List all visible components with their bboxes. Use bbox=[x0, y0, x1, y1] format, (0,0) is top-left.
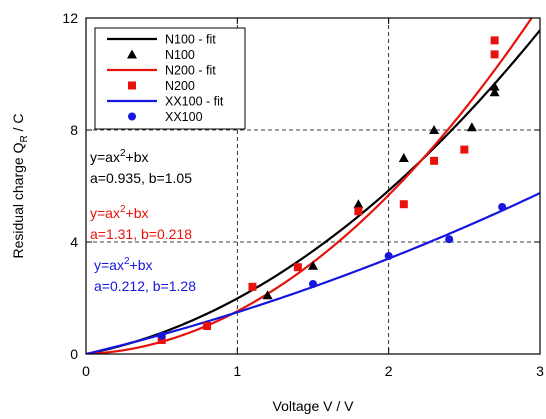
fit-annotation: y=ax2+bx a=0.212, b=1.28 bbox=[94, 256, 196, 294]
data-point-n200 bbox=[490, 50, 499, 59]
legend-label-n100: N100 bbox=[165, 48, 195, 62]
data-point-n100 bbox=[308, 260, 318, 270]
legend-label-xx100-fit: XX100 - fit bbox=[165, 95, 224, 109]
data-point-n200 bbox=[157, 336, 166, 344]
annotation-coefficients: a=0.935, b=1.05 bbox=[90, 170, 192, 186]
data-point-n100 bbox=[353, 199, 364, 209]
data-point-n200 bbox=[490, 36, 499, 45]
y-tick-label: 8 bbox=[70, 122, 78, 138]
legend-label-n200: N200 bbox=[165, 79, 195, 93]
plot-frame bbox=[85, 17, 541, 355]
x-tick-label: 3 bbox=[536, 363, 544, 379]
data-point-n100 bbox=[262, 290, 273, 300]
data-point-xx100 bbox=[445, 235, 454, 244]
data-point-n200 bbox=[430, 156, 439, 165]
data-point-n200 bbox=[460, 145, 469, 154]
legend-marker-n200 bbox=[128, 81, 136, 90]
data-point-n100 bbox=[489, 81, 500, 91]
legend-label-n200-fit: N200 - fit bbox=[165, 64, 216, 78]
x-axis-label: Voltage V / V bbox=[273, 398, 355, 414]
y-tick-label: 12 bbox=[62, 10, 78, 26]
x-tick-label: 0 bbox=[82, 363, 90, 379]
data-point-n200 bbox=[248, 282, 257, 291]
y-tick-label: 4 bbox=[70, 234, 78, 250]
annotation-coefficients: a=1.31, b=0.218 bbox=[90, 226, 192, 242]
data-point-n100 bbox=[466, 122, 477, 132]
data-point-xx100 bbox=[384, 252, 393, 260]
data-markers bbox=[157, 36, 507, 344]
fit-annotation: y=ax2+bx a=1.31, b=0.218 bbox=[90, 204, 192, 242]
legend-label-n100-fit: N100 - fit bbox=[165, 33, 216, 47]
annotation-equation: y=ax2+bx bbox=[90, 204, 149, 221]
legend-label-xx100: XX100 bbox=[165, 110, 203, 124]
annotation-equation: y=ax2+bx bbox=[94, 256, 153, 273]
data-point-xx100 bbox=[498, 203, 507, 211]
annotation-coefficients: a=0.212, b=1.28 bbox=[94, 278, 196, 294]
data-point-xx100 bbox=[309, 280, 317, 288]
legend-marker-xx100 bbox=[128, 112, 136, 121]
fit-annotations: y=ax2+bx a=0.935, b=1.05 y=ax2+bx a=1.31, b… bbox=[90, 148, 196, 294]
data-point-n200 bbox=[203, 322, 212, 330]
x-tick-label: 1 bbox=[233, 363, 241, 379]
data-point-n100 bbox=[489, 87, 500, 97]
data-point-n200 bbox=[293, 263, 302, 272]
x-tick-label: 2 bbox=[385, 363, 393, 379]
data-point-xx100 bbox=[157, 331, 166, 340]
data-point-n200 bbox=[354, 207, 363, 216]
legend-marker-n100 bbox=[127, 49, 137, 59]
data-point-n100 bbox=[429, 125, 440, 134]
y-axis-label: Residual charge QR / C bbox=[10, 114, 30, 259]
data-point-n100 bbox=[398, 153, 409, 162]
legend-box bbox=[94, 27, 246, 130]
data-point-n200 bbox=[399, 200, 408, 209]
annotation-equation: y=ax2+bx bbox=[90, 148, 149, 165]
y-tick-label: 0 bbox=[70, 346, 78, 362]
fit-annotation: y=ax2+bx a=0.935, b=1.05 bbox=[90, 148, 192, 186]
